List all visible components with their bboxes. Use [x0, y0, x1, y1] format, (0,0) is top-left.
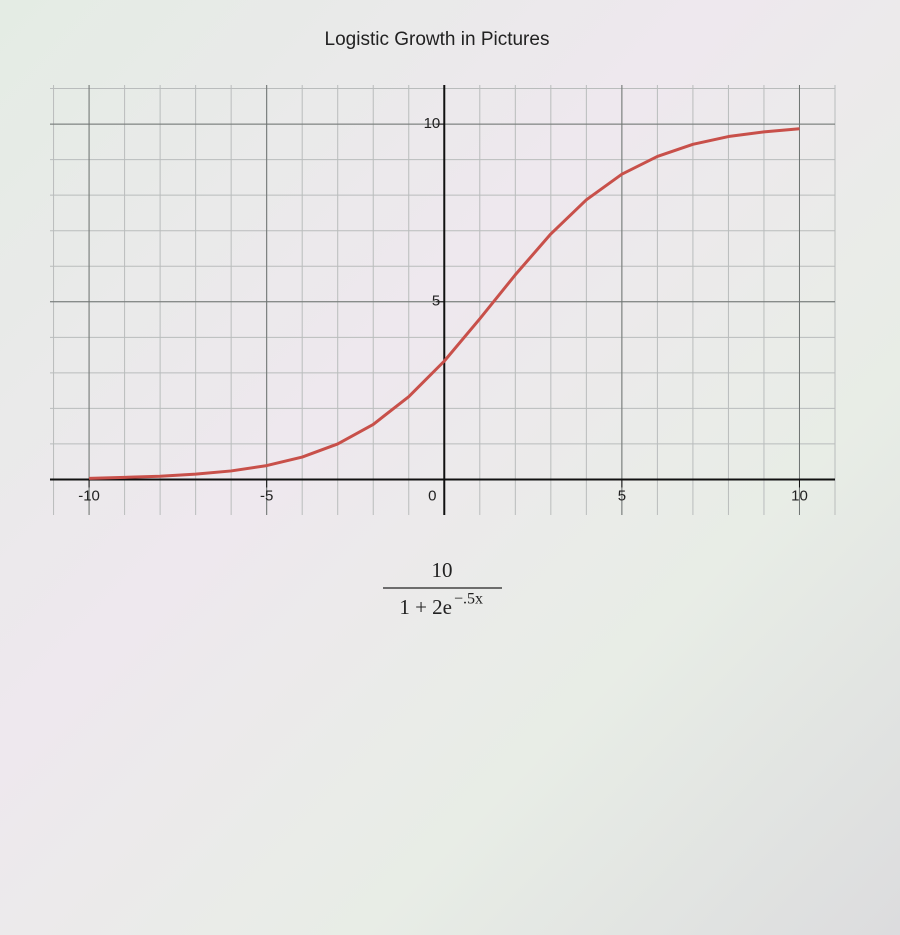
- x-tick-label: 10: [791, 487, 808, 504]
- x-tick-label: 0: [428, 487, 436, 504]
- y-tick-label: 5: [432, 293, 440, 310]
- line-series: [89, 127, 800, 480]
- y-tick-label: 10: [424, 115, 441, 132]
- chart-title: Logistic Growth in Pictures: [325, 29, 550, 50]
- plot-area: -10 -5 0 5 10 5 10: [50, 85, 836, 515]
- x-tick-label: -10: [78, 487, 100, 504]
- formula-denominator: 1 + 2e: [399, 595, 452, 619]
- formula-exponent: −.5x: [454, 591, 483, 608]
- x-tick-label: 5: [618, 487, 626, 504]
- x-tick-label: -5: [260, 487, 273, 504]
- formula-numerator: 10: [432, 558, 453, 582]
